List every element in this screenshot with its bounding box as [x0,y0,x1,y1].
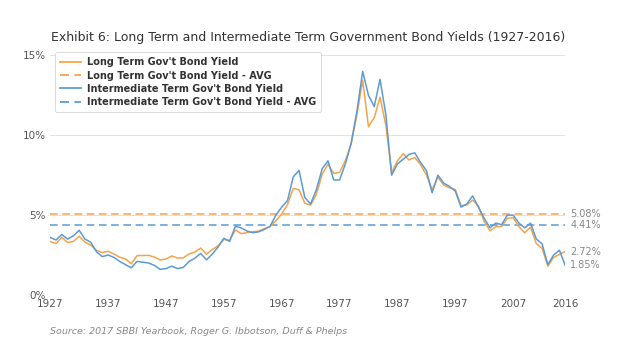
Legend: Long Term Gov't Bond Yield, Long Term Gov't Bond Yield - AVG, Intermediate Term : Long Term Gov't Bond Yield, Long Term Go… [55,52,322,112]
Text: 1.85%: 1.85% [570,260,601,271]
Text: 2.72%: 2.72% [570,246,601,257]
Title: Exhibit 6: Long Term and Intermediate Term Government Bond Yields (1927-2016): Exhibit 6: Long Term and Intermediate Te… [51,31,565,43]
Text: 4.41%: 4.41% [570,220,601,230]
Text: Source: 2017 SBBI Yearbook, Roger G. Ibbotson, Duff & Phelps: Source: 2017 SBBI Yearbook, Roger G. Ibb… [50,326,347,336]
Text: 5.08%: 5.08% [570,209,601,219]
